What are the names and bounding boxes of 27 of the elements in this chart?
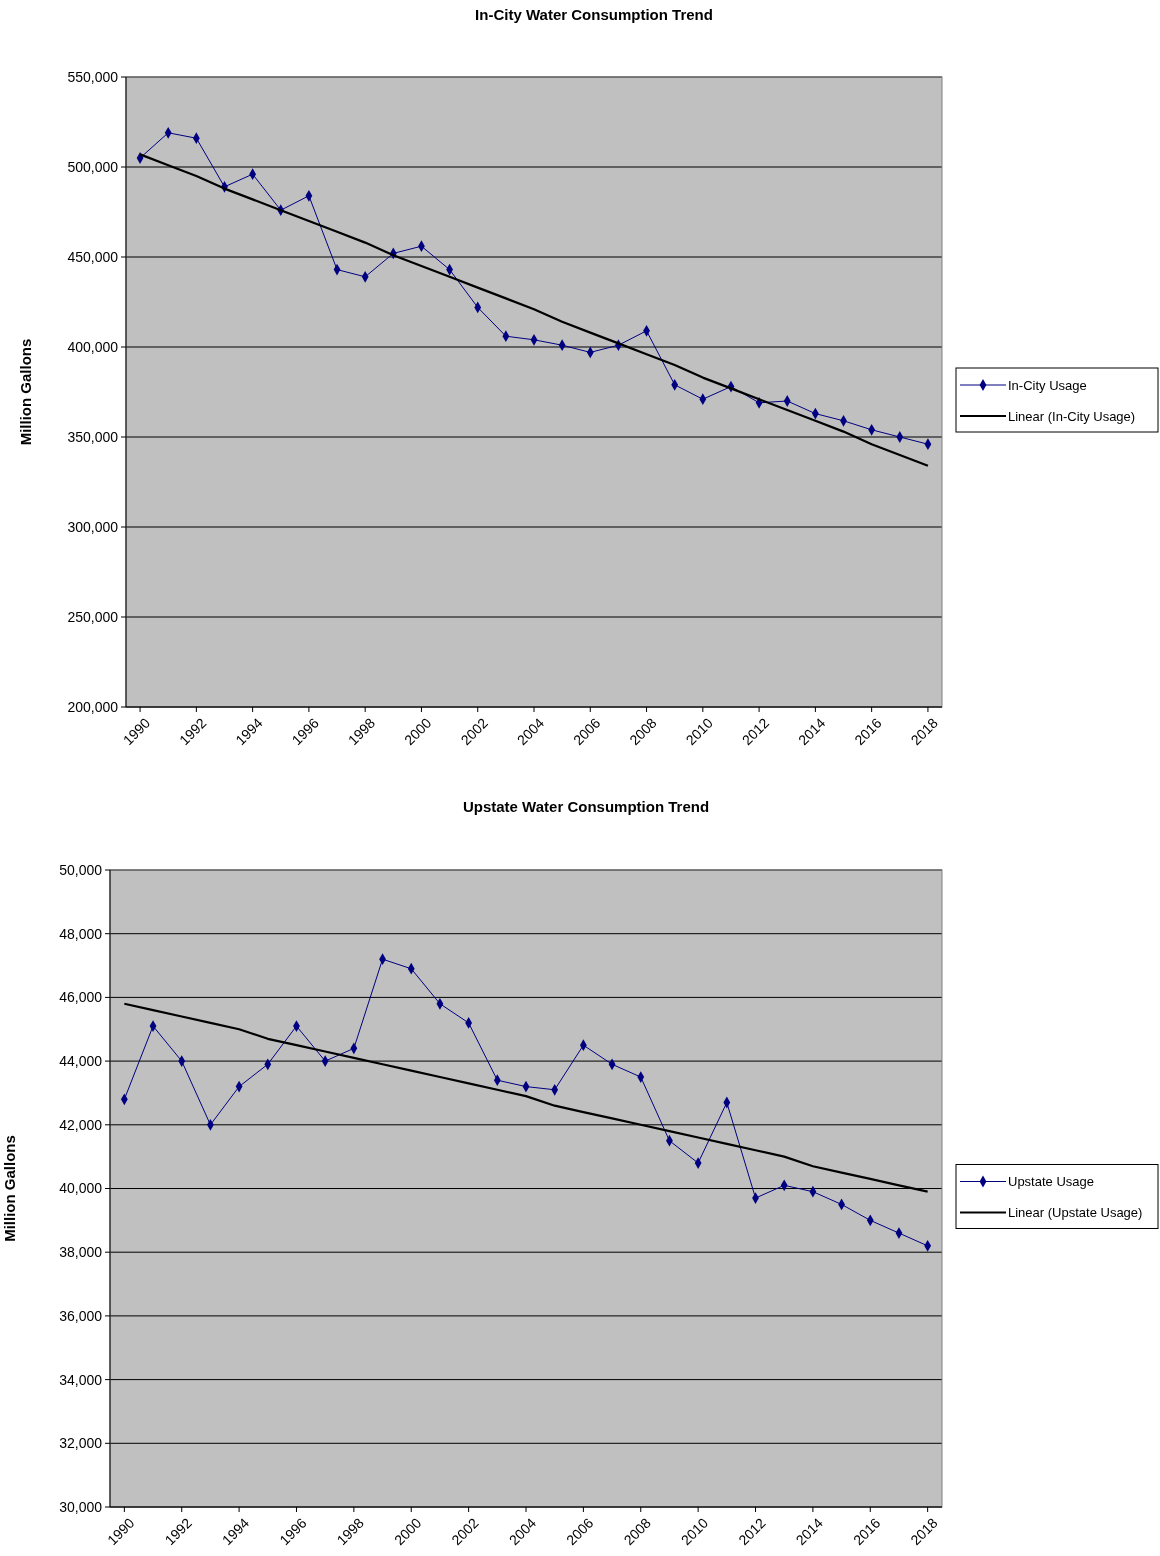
chart-title: In-City Water Consumption Trend [475,6,713,23]
y-tick-label: 44,000 [59,1053,103,1069]
y-tick-label: 46,000 [59,989,103,1006]
y-axis-title: Million Gallons [17,338,34,446]
legend-label: Upstate Usage [1008,1174,1094,1190]
y-tick-label: 450,000 [67,248,119,265]
y-tick-label: 250,000 [67,608,119,625]
chart-title: Upstate Water Consumption Trend [462,798,710,815]
y-tick-label: 48,000 [59,925,103,942]
y-tick-label: 350,000 [67,428,119,445]
legend-label: In-City Usage [1008,377,1087,393]
y-tick-label: 550,000 [67,68,119,85]
legend-label: Linear (Upstate Usage) [1008,1205,1143,1221]
y-tick-label: 50,000 [59,861,103,878]
y-tick-label: 500,000 [67,158,119,175]
y-tick-label: 38,000 [59,1244,103,1261]
y-tick-label: 32,000 [59,1435,103,1452]
y-tick-label: 36,000 [59,1307,103,1324]
y-tick-label: 30,000 [59,1498,103,1515]
y-tick-label: 400,000 [67,338,119,355]
y-axis-title: Million Gallons [1,1135,18,1242]
y-tick-label: 200,000 [67,698,119,715]
y-tick-label: 34,000 [59,1371,103,1388]
legend-label: Linear (In-City Usage) [1008,408,1136,424]
y-tick-label: 40,000 [59,1180,103,1197]
y-tick-label: 42,000 [59,1116,103,1133]
y-tick-label: 300,000 [67,518,119,535]
